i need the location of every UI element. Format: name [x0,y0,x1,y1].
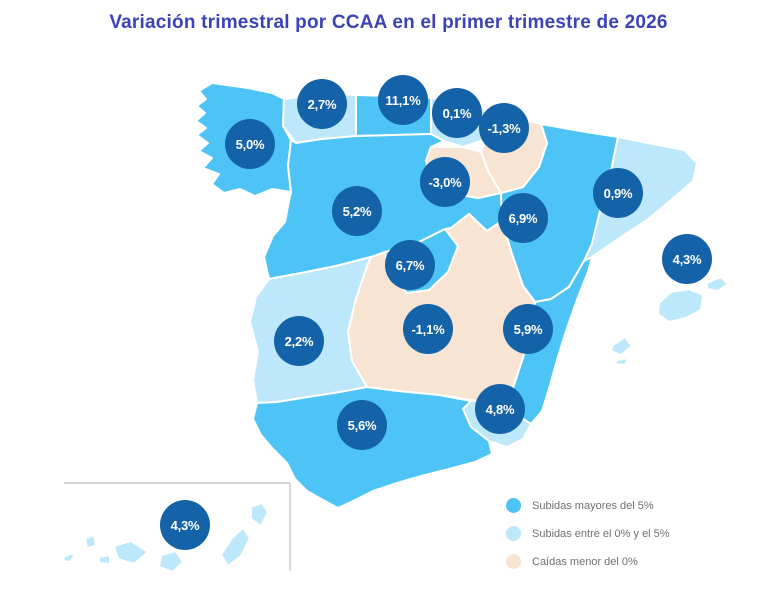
legend-item-up0: Subidas entre el 0% y el 5% [506,526,670,541]
value-bubble-madrid: 6,7% [385,240,435,290]
region-canarias-el-hierro [62,552,76,563]
value-bubble-navarra: -1,3% [479,103,529,153]
legend-swatch-down [506,554,521,569]
value-bubble-extremadura: 2,2% [274,316,324,366]
region-canarias-lanzarote [250,502,269,527]
value-bubble-andalucia: 5,6% [337,400,387,450]
legend-label-down: Caídas menor del 0% [532,555,638,568]
legend-item-up5: Subidas mayores del 5% [506,498,670,513]
region-canarias-la-palma [84,534,97,549]
value-bubble-murcia: 4,8% [475,384,525,434]
value-bubble-canarias: 4,3% [160,500,210,550]
region-canarias-gran-canaria [158,550,184,573]
value-bubble-pais-vasco: 0,1% [432,88,482,138]
value-bubble-valencia: 5,9% [503,304,553,354]
legend-swatch-up0 [506,526,521,541]
value-bubble-castilla-y-leon: 5,2% [332,186,382,236]
legend: Subidas mayores del 5% Subidas entre el 0… [506,498,670,582]
region-canarias-fuerteventura [220,527,251,567]
region-baleares-menorca [706,276,729,292]
legend-swatch-up5 [506,498,521,513]
value-bubble-la-rioja: -3,0% [420,157,470,207]
value-bubble-baleares: 4,3% [662,234,712,284]
region-baleares-mallorca [657,288,704,323]
value-bubble-asturias: 2,7% [297,79,347,129]
region-baleares-formentera [614,357,629,366]
value-bubble-aragon: 6,9% [498,193,548,243]
chart-title: Variación trimestral por CCAA en el prim… [109,12,668,33]
legend-item-down: Caídas menor del 0% [506,554,670,569]
region-baleares-ibiza [610,336,633,356]
value-bubble-cantabria: 11,1% [378,75,428,125]
legend-label-up5: Subidas mayores del 5% [532,499,654,512]
region-canarias-la-gomera [98,554,111,565]
value-bubble-cataluna: 0,9% [593,168,643,218]
value-bubble-castilla-la-mancha: -1,1% [403,304,453,354]
value-bubble-galicia: 5,0% [225,119,275,169]
legend-label-up0: Subidas entre el 0% y el 5% [532,527,670,540]
region-canarias-tenerife [113,540,149,565]
